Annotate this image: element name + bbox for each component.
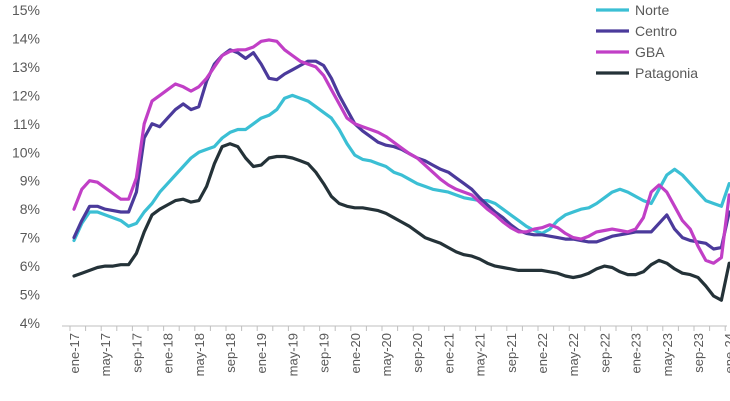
x-tick-label: ene-23	[629, 333, 644, 373]
legend-label-centro: Centro	[635, 23, 677, 39]
series-line-norte	[72, 93, 730, 243]
x-tick-label: may-20	[379, 333, 394, 376]
y-tick-label: 4%	[20, 315, 40, 331]
x-tick-label: sep-19	[317, 333, 332, 373]
x-tick-label: ene-22	[535, 333, 550, 373]
x-tick-label: ene-18	[161, 333, 176, 373]
x-tick-label: ene-17	[67, 333, 82, 373]
y-tick-label: 12%	[12, 87, 40, 103]
x-tick-label: may-22	[566, 333, 581, 376]
x-tick-label: ene-21	[441, 333, 456, 373]
x-tick-label: may-17	[98, 333, 113, 376]
x-tick-label: ene-19	[254, 333, 269, 373]
x-tick-label: ene-24	[722, 333, 730, 373]
x-axis: ene-17 may-17 sep-17 ene-18 may-18 sep-18 ene-…	[62, 325, 730, 376]
y-tick-label: 11%	[13, 116, 40, 132]
x-tick-label: may-19	[285, 333, 300, 376]
x-tick-label: sep-22	[597, 333, 612, 373]
x-tick-label: may-23	[660, 333, 675, 376]
plot-lines	[72, 38, 730, 302]
y-tick-label: 5%	[20, 287, 40, 303]
x-tick-label: may-18	[192, 333, 207, 376]
x-tick-label: sep-23	[691, 333, 706, 373]
x-tick-label: sep-18	[223, 333, 238, 373]
y-tick-label: 10%	[12, 144, 40, 160]
y-tick-label: 9%	[20, 173, 40, 189]
legend-label-gba: GBA	[635, 44, 665, 60]
y-axis: 4% 5% 6% 7% 8% 9% 10% 11% 12% 13% 14% 15%	[12, 2, 40, 331]
series-line-patagonia	[72, 142, 730, 302]
x-tick-label: sep-17	[129, 333, 144, 373]
legend: Norte Centro GBA Patagonia	[596, 2, 698, 81]
y-tick-label: 14%	[12, 30, 40, 46]
x-tick-label: sep-20	[410, 333, 425, 373]
series-line-gba	[72, 38, 730, 265]
y-tick-label: 15%	[12, 2, 40, 18]
legend-label-patagonia: Patagonia	[635, 65, 698, 81]
x-tick-label: sep-21	[504, 333, 519, 373]
y-tick-label: 8%	[20, 201, 40, 217]
y-tick-label: 7%	[20, 230, 40, 246]
y-tick-label: 6%	[20, 258, 40, 274]
x-tick-label: ene-20	[348, 333, 363, 373]
x-tick-label: may-21	[473, 333, 488, 376]
y-tick-label: 13%	[12, 59, 40, 75]
legend-label-norte: Norte	[635, 2, 669, 18]
